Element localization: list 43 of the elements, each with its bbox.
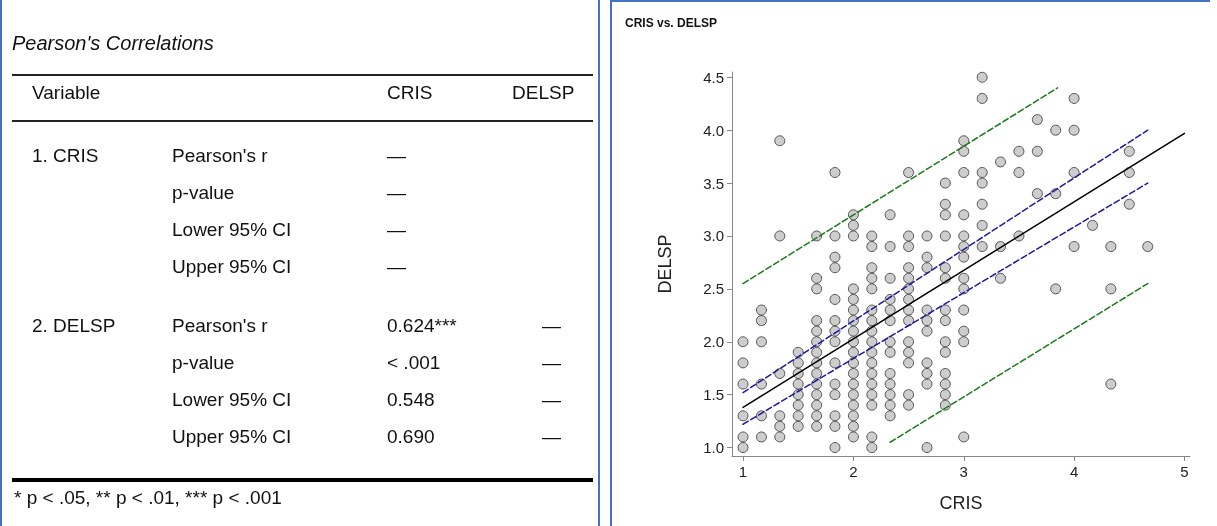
text: 0.690	[387, 426, 435, 448]
text: —	[542, 389, 561, 411]
text: —	[387, 145, 406, 167]
text: Upper 95% CI	[172, 426, 292, 448]
text: Lower 95% CI	[172, 219, 292, 241]
text: Upper 95% CI	[172, 256, 292, 278]
text: —	[387, 219, 406, 241]
text: p-value	[172, 352, 235, 374]
text: Pearson's r	[172, 145, 268, 167]
text: * p < .05, ** p < .01, *** p < .001	[14, 487, 282, 509]
x-tick-label: 5	[1180, 463, 1189, 480]
x-tick-label: 1	[738, 463, 748, 480]
x-tick-label: 2	[849, 463, 858, 480]
text: —	[387, 182, 406, 204]
text: Variable	[32, 82, 101, 104]
text: —	[542, 352, 561, 374]
x-tick-label: 4	[1069, 463, 1079, 480]
text: Pearson's r	[172, 315, 268, 337]
chart-title: CRIS vs. DELSP	[625, 16, 718, 30]
y-tick-label: 2.5	[703, 280, 724, 298]
text: —	[387, 256, 406, 278]
text: CRIS	[387, 82, 433, 104]
text: —	[542, 426, 561, 448]
text: Lower 95% CI	[172, 389, 292, 411]
text: 0.624***	[387, 315, 457, 337]
text: < .001	[387, 352, 441, 374]
y-tick-label: 3.0	[703, 227, 724, 245]
text: 2. DELSP	[32, 315, 116, 337]
text: —	[542, 315, 561, 337]
y-tick-label: 1.5	[703, 386, 724, 404]
y-tick-label: 1.0	[703, 439, 724, 457]
x-tick-label: 3	[959, 463, 968, 480]
text: DELSP	[512, 82, 575, 104]
y-tick-label: 4.5	[703, 68, 724, 86]
y-tick-label: 3.5	[703, 174, 724, 192]
x-axis-title: CRIS	[939, 493, 983, 513]
text: Pearson's Correlations	[12, 32, 214, 55]
y-tick-label: 4.0	[703, 121, 724, 139]
y-axis-title: DELSP	[655, 234, 675, 294]
text: 1. CRIS	[32, 145, 99, 167]
y-tick-label: 2.0	[703, 333, 724, 351]
text: p-value	[172, 182, 235, 204]
text: 0.548	[387, 389, 435, 411]
